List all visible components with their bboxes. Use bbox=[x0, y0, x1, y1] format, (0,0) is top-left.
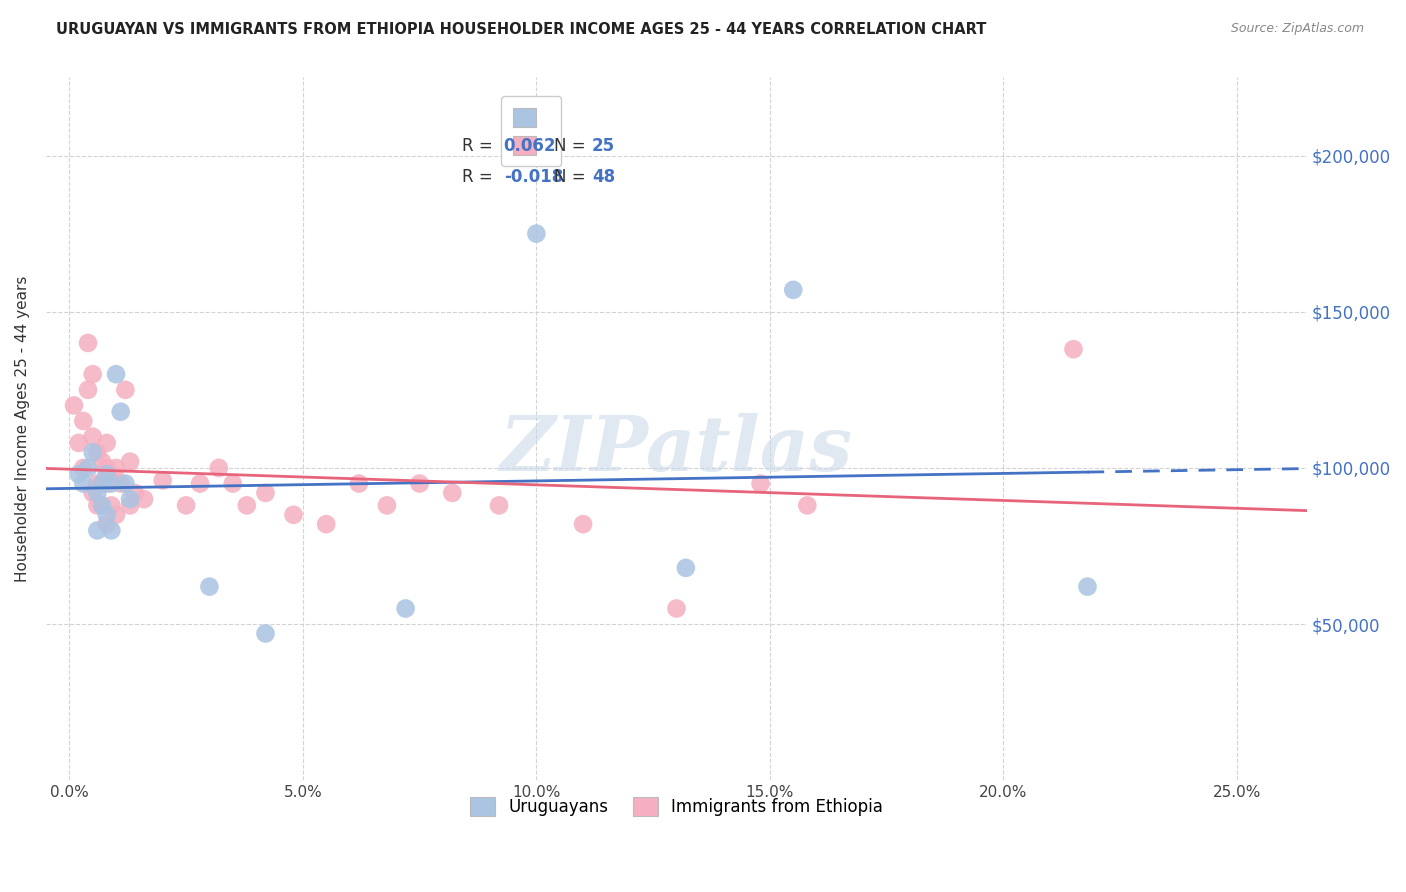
Point bbox=[105, 368, 128, 382]
Point bbox=[236, 499, 259, 513]
Point bbox=[188, 476, 211, 491]
Point bbox=[72, 476, 94, 491]
Text: -0.018: -0.018 bbox=[503, 169, 562, 186]
Point bbox=[110, 476, 132, 491]
Point bbox=[100, 499, 122, 513]
Point bbox=[749, 476, 772, 491]
Point bbox=[796, 499, 818, 513]
Point bbox=[91, 499, 114, 513]
Text: ZIPatlas: ZIPatlas bbox=[501, 413, 853, 487]
Text: URUGUAYAN VS IMMIGRANTS FROM ETHIOPIA HOUSEHOLDER INCOME AGES 25 - 44 YEARS CORR: URUGUAYAN VS IMMIGRANTS FROM ETHIOPIA HO… bbox=[56, 22, 987, 37]
Text: 48: 48 bbox=[592, 169, 616, 186]
Point bbox=[114, 383, 136, 397]
Point bbox=[96, 508, 118, 522]
Point bbox=[96, 517, 118, 532]
Point bbox=[82, 368, 104, 382]
Point bbox=[86, 486, 108, 500]
Point bbox=[91, 476, 114, 491]
Point bbox=[152, 474, 174, 488]
Text: R =: R = bbox=[463, 169, 498, 186]
Point bbox=[86, 445, 108, 459]
Point bbox=[665, 601, 688, 615]
Point bbox=[100, 476, 122, 491]
Point bbox=[441, 486, 464, 500]
Point bbox=[91, 499, 114, 513]
Point bbox=[394, 601, 416, 615]
Point bbox=[100, 524, 122, 538]
Y-axis label: Householder Income Ages 25 - 44 years: Householder Income Ages 25 - 44 years bbox=[15, 276, 30, 582]
Point bbox=[77, 335, 100, 350]
Text: N =: N = bbox=[554, 137, 591, 155]
Point bbox=[72, 414, 94, 428]
Text: N =: N = bbox=[554, 169, 591, 186]
Point bbox=[408, 476, 430, 491]
Point bbox=[86, 476, 108, 491]
Point bbox=[91, 476, 114, 491]
Point bbox=[675, 561, 697, 575]
Point bbox=[118, 455, 141, 469]
Point bbox=[118, 499, 141, 513]
Point bbox=[283, 508, 305, 522]
Point bbox=[782, 283, 804, 297]
Point bbox=[124, 486, 146, 500]
Point bbox=[96, 467, 118, 482]
Point bbox=[375, 499, 398, 513]
Point bbox=[82, 486, 104, 500]
Point bbox=[1063, 342, 1085, 356]
Point bbox=[347, 476, 370, 491]
Point bbox=[208, 461, 231, 475]
Point bbox=[77, 383, 100, 397]
Point bbox=[572, 517, 595, 532]
Point bbox=[254, 626, 277, 640]
Point bbox=[63, 399, 86, 413]
Point bbox=[96, 461, 118, 475]
Point bbox=[100, 474, 122, 488]
Point bbox=[114, 476, 136, 491]
Point bbox=[174, 499, 197, 513]
Point bbox=[72, 461, 94, 475]
Point bbox=[118, 492, 141, 507]
Point bbox=[96, 476, 118, 491]
Point bbox=[86, 499, 108, 513]
Text: Source: ZipAtlas.com: Source: ZipAtlas.com bbox=[1230, 22, 1364, 36]
Point bbox=[524, 227, 547, 241]
Point bbox=[105, 461, 128, 475]
Point bbox=[82, 430, 104, 444]
Point bbox=[198, 580, 221, 594]
Point bbox=[1076, 580, 1098, 594]
Point bbox=[77, 461, 100, 475]
Point bbox=[86, 524, 108, 538]
Point bbox=[132, 492, 155, 507]
Point bbox=[91, 455, 114, 469]
Point bbox=[488, 499, 510, 513]
Point bbox=[254, 486, 277, 500]
Point bbox=[96, 436, 118, 450]
Point bbox=[67, 467, 90, 482]
Point bbox=[67, 436, 90, 450]
Text: R =: R = bbox=[463, 137, 498, 155]
Text: 0.062: 0.062 bbox=[503, 137, 557, 155]
Point bbox=[222, 476, 245, 491]
Point bbox=[315, 517, 337, 532]
Legend: Uruguayans, Immigrants from Ethiopia: Uruguayans, Immigrants from Ethiopia bbox=[461, 789, 891, 825]
Point bbox=[110, 405, 132, 419]
Point bbox=[105, 508, 128, 522]
Point bbox=[82, 445, 104, 459]
Text: 25: 25 bbox=[592, 137, 616, 155]
